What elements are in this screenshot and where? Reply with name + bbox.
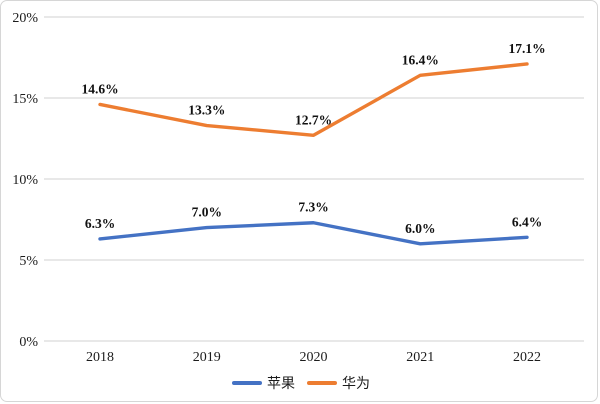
ytick-label: 10% [12, 173, 38, 188]
data-label: 13.3% [188, 103, 225, 118]
ytick-label: 5% [19, 254, 38, 269]
legend-item-苹果: 苹果 [232, 373, 295, 393]
data-label: 6.3% [85, 216, 115, 231]
data-label: 12.7% [295, 112, 332, 127]
data-label: 7.3% [298, 200, 328, 215]
ytick-label: 20% [12, 11, 38, 26]
xtick-label: 2019 [193, 350, 221, 365]
ytick-label: 0% [19, 335, 38, 350]
data-label: 17.1% [508, 41, 545, 56]
legend-line-swatch [307, 381, 337, 385]
data-label: 16.4% [402, 52, 439, 67]
series-line-苹果 [98, 221, 529, 246]
data-label: 14.6% [81, 81, 118, 96]
xtick-label: 2022 [513, 350, 541, 365]
ytick-label: 15% [12, 92, 38, 107]
legend-item-华为: 华为 [307, 373, 370, 393]
data-label: 7.0% [192, 205, 222, 220]
data-label: 6.0% [405, 221, 435, 236]
xtick-label: 2020 [300, 350, 328, 365]
xtick-label: 2021 [406, 350, 434, 365]
legend: 苹果 华为 [1, 373, 597, 393]
legend-line-swatch [232, 381, 262, 385]
legend-label: 华为 [342, 377, 370, 392]
series-line-华为 [98, 62, 529, 137]
legend-label: 苹果 [267, 377, 295, 392]
xtick-label: 2018 [86, 350, 114, 365]
data-label: 6.4% [512, 214, 542, 229]
